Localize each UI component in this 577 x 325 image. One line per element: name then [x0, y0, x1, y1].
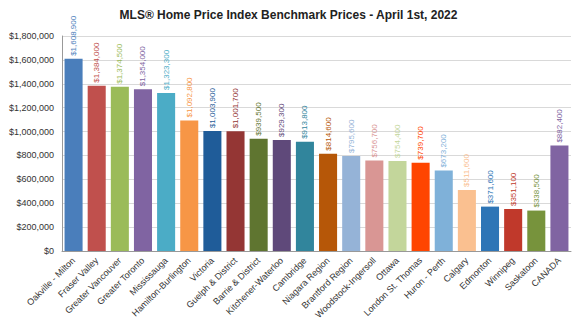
svg-text:$1,003,900: $1,003,900: [208, 87, 217, 128]
svg-text:$400,000: $400,000: [16, 198, 54, 208]
svg-text:$351,100: $351,100: [509, 172, 518, 206]
svg-text:$1,608,900: $1,608,900: [69, 15, 78, 56]
svg-text:$1,400,000: $1,400,000: [9, 79, 54, 89]
svg-text:Mississauga: Mississauga: [127, 255, 170, 298]
svg-text:Cambridge: Cambridge: [270, 255, 309, 294]
svg-text:$913,800: $913,800: [300, 105, 309, 139]
svg-text:$1,354,000: $1,354,000: [138, 46, 147, 87]
svg-text:Victoria: Victoria: [187, 255, 216, 284]
svg-text:$739,700: $739,700: [416, 126, 425, 160]
svg-text:$1,092,800: $1,092,800: [185, 77, 194, 118]
svg-text:$338,500: $338,500: [532, 174, 541, 208]
svg-text:Kitchener-Waterloo: Kitchener-Waterloo: [224, 255, 286, 317]
svg-text:Winnipeg: Winnipeg: [483, 255, 517, 289]
svg-text:$756,700: $756,700: [370, 124, 379, 158]
svg-text:$1,800,000: $1,800,000: [9, 31, 54, 41]
svg-text:$1,384,000: $1,384,000: [92, 42, 101, 83]
svg-text:$939,500: $939,500: [254, 102, 263, 136]
svg-text:Guelph & District: Guelph & District: [184, 255, 240, 311]
svg-text:Barrie & District: Barrie & District: [211, 255, 263, 307]
svg-text:London St. Thomas: London St. Thomas: [361, 255, 425, 318]
svg-text:$1,600,000: $1,600,000: [9, 55, 54, 65]
svg-text:Huron - Perth: Huron - Perth: [402, 255, 447, 300]
svg-text:$673,200: $673,200: [439, 134, 448, 168]
svg-text:Oakville - Milton: Oakville - Milton: [24, 255, 78, 308]
svg-text:$754,400: $754,400: [393, 124, 402, 158]
svg-text:Calgary: Calgary: [441, 255, 471, 285]
svg-text:$814,600: $814,600: [324, 117, 333, 151]
svg-text:$0: $0: [44, 246, 54, 256]
svg-text:$882,400: $882,400: [555, 109, 564, 143]
svg-text:Greater Vancouver: Greater Vancouver: [63, 255, 124, 316]
svg-text:$371,600: $371,600: [486, 170, 495, 204]
svg-text:Woodstock-Ingersoll: Woodstock-Ingersoll: [313, 255, 378, 320]
svg-text:Saskatoon: Saskatoon: [502, 255, 540, 293]
svg-text:$1,200,000: $1,200,000: [9, 103, 54, 113]
svg-text:Hamilton-Burlington: Hamilton-Burlington: [130, 255, 193, 318]
svg-text:$511,600: $511,600: [462, 154, 471, 187]
svg-text:$1,374,500: $1,374,500: [115, 43, 124, 84]
svg-text:Niagara Region: Niagara Region: [280, 255, 332, 307]
svg-text:$600,000: $600,000: [16, 174, 54, 184]
svg-text:MLS® Home Price Index Benchmar: MLS® Home Price Index Benchmark Prices -…: [120, 8, 458, 22]
svg-text:$1,000,000: $1,000,000: [9, 127, 54, 137]
svg-text:Greater Toronto: Greater Toronto: [95, 255, 147, 307]
svg-text:$1,001,700: $1,001,700: [231, 88, 240, 129]
svg-text:Brantford Region: Brantford Region: [299, 255, 355, 311]
svg-text:$1,323,300: $1,323,300: [162, 49, 171, 90]
svg-text:$795,600: $795,600: [347, 119, 356, 153]
svg-text:Edmonton: Edmonton: [457, 255, 494, 292]
svg-text:Fraser Valley: Fraser Valley: [56, 255, 101, 300]
svg-text:$929,300: $929,300: [277, 103, 286, 137]
svg-text:CANADA: CANADA: [529, 255, 563, 289]
svg-text:$800,000: $800,000: [16, 150, 54, 160]
svg-text:Ottawa: Ottawa: [373, 255, 401, 283]
svg-text:$200,000: $200,000: [16, 222, 54, 232]
